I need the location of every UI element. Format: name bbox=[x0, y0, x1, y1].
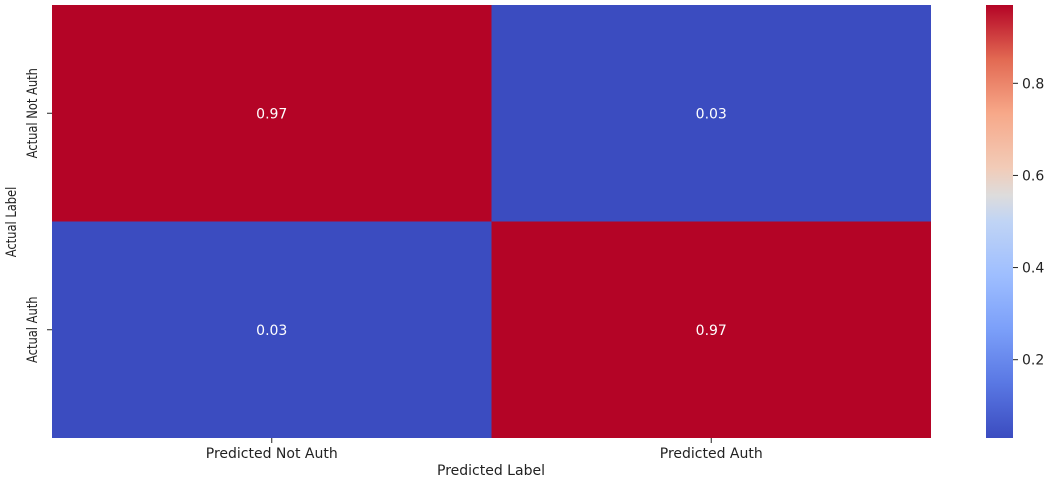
x-tick-label: Predicted Not Auth bbox=[206, 446, 338, 462]
colorbar-tick-label: 0.4 bbox=[1022, 261, 1044, 277]
y-axis-ticks: Actual Not Auth Actual Auth bbox=[25, 68, 52, 363]
heatmap-cell-value: 0.03 bbox=[256, 323, 287, 339]
y-tick-label: Actual Not Auth bbox=[25, 68, 41, 158]
colorbar-tick-label: 0.2 bbox=[1022, 353, 1044, 369]
x-axis-title: Predicted Label bbox=[437, 463, 545, 478]
y-axis-title: Actual Label bbox=[4, 187, 20, 258]
y-tick-label: Actual Auth bbox=[25, 297, 41, 363]
colorbar: 0.2 0.4 0.6 0.8 bbox=[986, 5, 1044, 438]
colorbar-gradient bbox=[986, 5, 1013, 438]
heatmap-cell bbox=[491, 5, 931, 222]
heatmap-cell bbox=[491, 221, 931, 438]
colorbar-tick-label: 0.8 bbox=[1022, 76, 1044, 92]
colorbar-tick-label: 0.6 bbox=[1022, 168, 1044, 184]
heatmap-cell-value: 0.97 bbox=[696, 323, 727, 339]
heatmap-cell-value: 0.03 bbox=[696, 106, 727, 122]
heatmap-cell-labels: 0.97 0.03 0.03 0.97 bbox=[256, 106, 727, 339]
colorbar-ticks: 0.2 0.4 0.6 0.8 bbox=[1013, 76, 1044, 369]
x-axis-ticks: Predicted Not Auth Predicted Auth bbox=[206, 438, 763, 462]
heatmap-cell-value: 0.97 bbox=[256, 106, 287, 122]
heatmap-cells bbox=[52, 5, 931, 438]
x-tick-label: Predicted Auth bbox=[660, 446, 763, 462]
heatmap-cell bbox=[52, 5, 492, 222]
heatmap-cell bbox=[52, 221, 492, 438]
